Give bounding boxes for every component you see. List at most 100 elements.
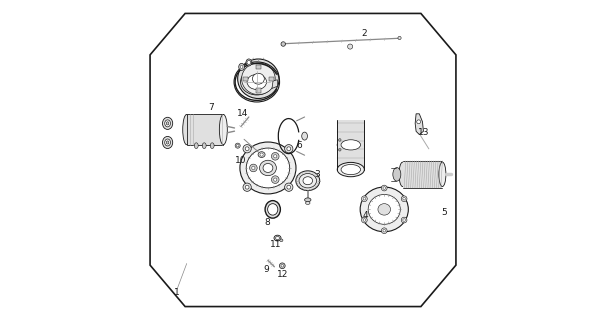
Circle shape xyxy=(281,42,285,46)
Text: 2: 2 xyxy=(362,29,367,38)
Ellipse shape xyxy=(240,142,296,194)
Circle shape xyxy=(274,178,277,181)
Circle shape xyxy=(362,196,367,202)
Ellipse shape xyxy=(305,202,310,204)
Ellipse shape xyxy=(399,162,406,187)
Bar xyxy=(256,88,261,93)
Ellipse shape xyxy=(241,69,273,95)
Ellipse shape xyxy=(247,74,267,90)
Text: 6: 6 xyxy=(296,140,302,149)
Circle shape xyxy=(403,219,405,221)
Ellipse shape xyxy=(368,195,401,224)
Circle shape xyxy=(243,145,251,153)
Ellipse shape xyxy=(210,143,214,148)
Circle shape xyxy=(287,185,291,189)
Ellipse shape xyxy=(166,141,169,144)
Text: 4: 4 xyxy=(362,211,368,220)
Circle shape xyxy=(251,166,255,170)
Ellipse shape xyxy=(276,236,279,240)
Text: 3: 3 xyxy=(315,170,320,179)
Text: 9: 9 xyxy=(264,265,269,275)
Circle shape xyxy=(285,145,293,153)
Ellipse shape xyxy=(253,73,264,84)
Ellipse shape xyxy=(219,115,227,145)
Ellipse shape xyxy=(303,177,313,185)
Circle shape xyxy=(363,219,365,221)
Ellipse shape xyxy=(239,63,244,70)
Circle shape xyxy=(260,153,263,156)
Ellipse shape xyxy=(183,115,191,145)
Circle shape xyxy=(250,164,257,172)
Ellipse shape xyxy=(305,198,311,202)
Ellipse shape xyxy=(360,187,408,232)
Ellipse shape xyxy=(263,164,273,172)
Text: 1: 1 xyxy=(175,288,180,297)
Polygon shape xyxy=(415,114,424,134)
Circle shape xyxy=(281,265,284,267)
Ellipse shape xyxy=(162,136,173,148)
Ellipse shape xyxy=(162,117,173,129)
Ellipse shape xyxy=(393,168,401,181)
Circle shape xyxy=(279,263,285,269)
Circle shape xyxy=(245,147,249,151)
Circle shape xyxy=(383,229,385,232)
Ellipse shape xyxy=(241,65,243,68)
Ellipse shape xyxy=(166,122,169,125)
Ellipse shape xyxy=(242,63,275,94)
Bar xyxy=(268,76,274,81)
Circle shape xyxy=(287,147,291,151)
Text: 5: 5 xyxy=(441,208,447,217)
Text: 11: 11 xyxy=(270,240,282,249)
Text: 8: 8 xyxy=(264,218,270,227)
Circle shape xyxy=(363,197,365,200)
Circle shape xyxy=(417,120,421,124)
Circle shape xyxy=(362,217,367,223)
Ellipse shape xyxy=(341,164,361,175)
Text: 13: 13 xyxy=(418,128,430,137)
Circle shape xyxy=(339,139,341,141)
Circle shape xyxy=(348,44,353,49)
Ellipse shape xyxy=(268,204,278,215)
Ellipse shape xyxy=(238,59,279,99)
Circle shape xyxy=(398,36,401,40)
Circle shape xyxy=(236,144,239,147)
Ellipse shape xyxy=(246,59,251,66)
Ellipse shape xyxy=(338,162,364,177)
Circle shape xyxy=(285,183,293,191)
Bar xyxy=(243,76,248,81)
Polygon shape xyxy=(150,13,456,307)
Ellipse shape xyxy=(165,120,170,127)
Ellipse shape xyxy=(195,143,198,148)
Circle shape xyxy=(401,217,407,223)
Ellipse shape xyxy=(202,143,206,148)
Ellipse shape xyxy=(280,239,283,242)
Circle shape xyxy=(235,143,240,148)
Circle shape xyxy=(274,155,277,158)
Text: 14: 14 xyxy=(237,109,248,118)
Circle shape xyxy=(247,60,251,64)
Ellipse shape xyxy=(378,204,390,215)
Polygon shape xyxy=(272,80,278,88)
Ellipse shape xyxy=(338,138,364,152)
Text: 7: 7 xyxy=(208,103,213,112)
Circle shape xyxy=(243,183,251,191)
Circle shape xyxy=(401,196,407,202)
Bar xyxy=(256,65,261,69)
Ellipse shape xyxy=(258,152,265,157)
Circle shape xyxy=(245,185,249,189)
Ellipse shape xyxy=(274,235,281,241)
Circle shape xyxy=(403,197,405,200)
Circle shape xyxy=(339,148,341,151)
Ellipse shape xyxy=(246,148,290,188)
Bar xyxy=(338,120,364,170)
Circle shape xyxy=(381,228,387,234)
Circle shape xyxy=(271,176,279,183)
Ellipse shape xyxy=(302,132,307,140)
Ellipse shape xyxy=(296,171,320,191)
Bar xyxy=(187,115,224,145)
Text: 12: 12 xyxy=(276,270,288,279)
Bar xyxy=(402,161,442,188)
Text: 10: 10 xyxy=(235,156,247,165)
Ellipse shape xyxy=(439,162,446,187)
Ellipse shape xyxy=(165,139,170,146)
